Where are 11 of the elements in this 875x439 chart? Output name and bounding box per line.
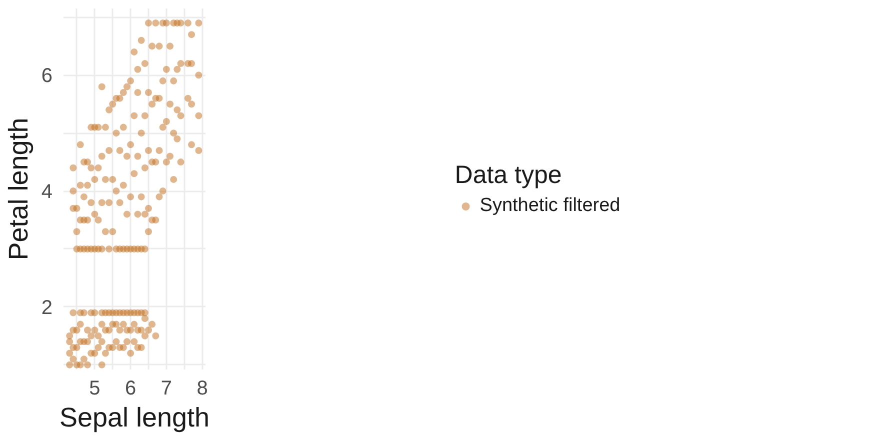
- x-tick-label: 6: [124, 378, 136, 400]
- x-tick-label: 5: [89, 378, 100, 400]
- x-axis-title: Sepal length: [59, 402, 210, 432]
- y-axis-title: Petal length: [3, 118, 34, 260]
- legend-title: Data type: [454, 160, 563, 190]
- y-tick-label: 2: [41, 296, 52, 319]
- y-tick-label: 6: [41, 65, 52, 88]
- x-tick-label: 8: [196, 378, 208, 400]
- x-tick-label: 7: [160, 378, 172, 400]
- y-tick-label: 4: [41, 181, 52, 204]
- legend-label: Synthetic filtered: [480, 194, 620, 216]
